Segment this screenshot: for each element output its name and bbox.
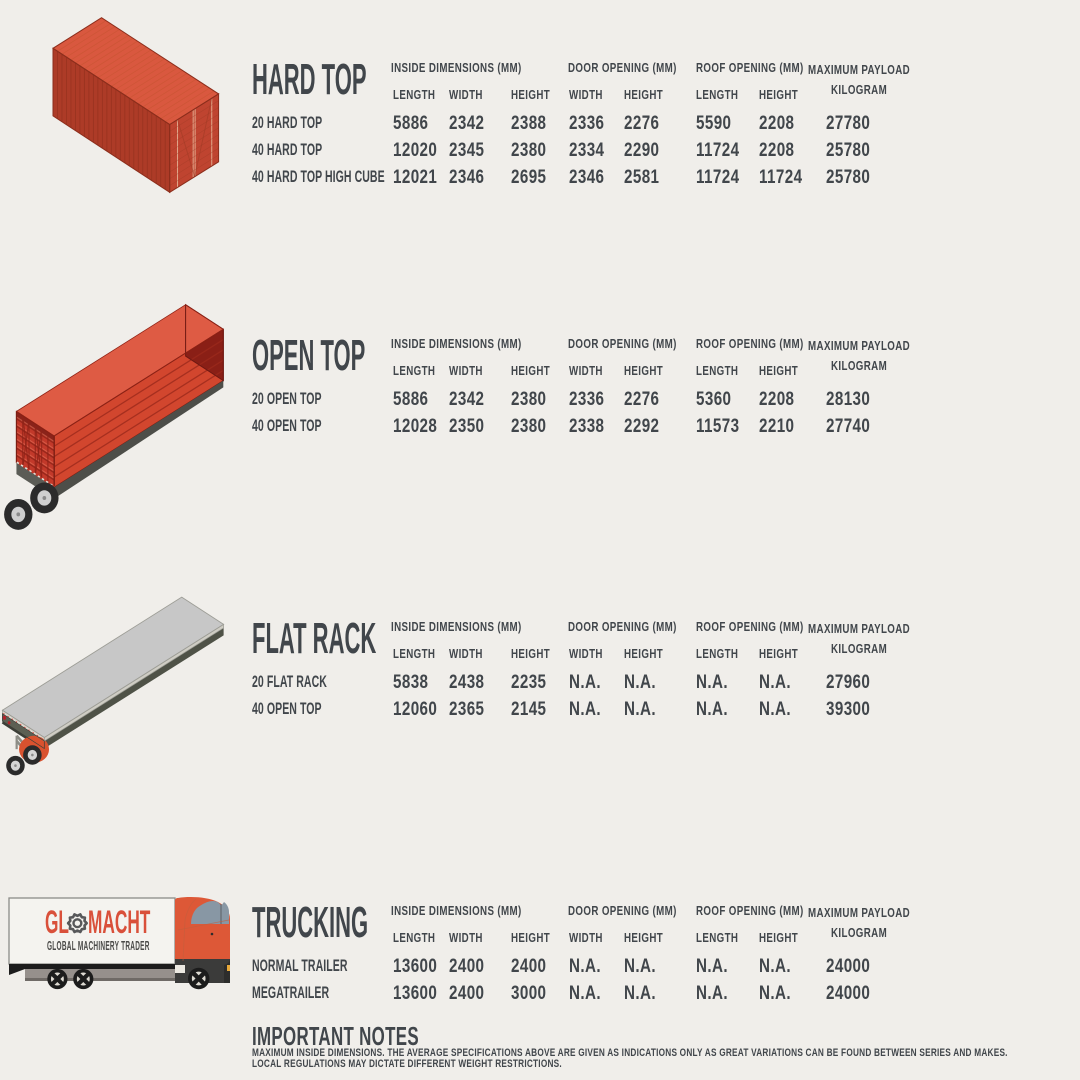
svg-text:MACHT: MACHT	[88, 906, 151, 941]
svg-text:GLOBAL MACHINERY TRADER: GLOBAL MACHINERY TRADER	[47, 940, 150, 954]
svg-text:GL: GL	[45, 906, 69, 941]
